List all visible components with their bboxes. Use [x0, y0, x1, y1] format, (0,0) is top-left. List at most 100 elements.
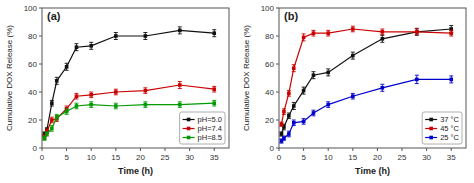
y-tick-label: 20: [28, 116, 37, 125]
error-bar: [351, 52, 355, 59]
legend-swatch-marker: [429, 118, 433, 122]
error-bar-cap: [302, 124, 306, 125]
error-bar-cap: [287, 118, 291, 119]
y-tick: [276, 92, 279, 93]
error-bar-cap: [50, 131, 54, 132]
error-bar: [279, 132, 283, 136]
error-bar-cap: [292, 125, 296, 126]
error-bar: [114, 33, 118, 40]
x-tick: [328, 148, 329, 151]
x-tick: [66, 148, 67, 151]
y-tick: [276, 8, 279, 9]
x-tick-label: 35: [447, 153, 456, 162]
point: [178, 103, 182, 107]
error-bar: [74, 103, 78, 109]
point: [43, 136, 47, 140]
error-bar: [178, 27, 182, 34]
error-bar: [415, 75, 419, 83]
y-tick-label: 60: [265, 60, 274, 69]
error-bar-cap: [74, 50, 78, 51]
error-bar: [143, 102, 147, 108]
point: [312, 73, 316, 77]
point: [50, 127, 54, 131]
error-bar: [212, 100, 216, 106]
error-bar-cap: [143, 107, 147, 108]
point: [381, 37, 385, 41]
point: [50, 101, 54, 105]
error-bar-cap: [380, 35, 384, 36]
error-bar: [50, 117, 54, 123]
error-bar-cap: [89, 49, 93, 50]
error-bar: [311, 30, 315, 36]
point: [75, 104, 79, 108]
x-tick-label: 20: [136, 153, 145, 162]
point: [312, 111, 316, 115]
error-bar-cap: [302, 33, 306, 34]
error-bar-cap: [212, 36, 216, 37]
error-bar-cap: [212, 106, 216, 107]
error-bar-cap: [143, 101, 147, 102]
error-bar: [89, 102, 93, 108]
y-tick-label: 0: [270, 144, 275, 153]
x-tick: [140, 148, 141, 151]
point: [292, 121, 296, 125]
point: [178, 29, 182, 33]
point: [351, 94, 355, 98]
error-bar-cap: [326, 101, 330, 102]
point: [114, 34, 118, 38]
plot-frame: [279, 8, 466, 148]
legend-item: pH=7.4: [183, 124, 222, 133]
error-bar-cap: [143, 93, 147, 94]
error-bar-cap: [326, 36, 330, 37]
x-tick-label: 10: [87, 153, 96, 162]
error-bar-cap: [212, 100, 216, 101]
error-bar: [449, 30, 453, 36]
error-bar-cap: [282, 129, 286, 130]
error-bar-cap: [415, 75, 419, 76]
plot-frame: [42, 8, 229, 148]
x-tick-label: 25: [161, 153, 170, 162]
x-tick-label: 15: [348, 153, 357, 162]
error-bar: [311, 72, 315, 79]
point: [280, 122, 284, 126]
y-tick: [39, 36, 42, 37]
point: [302, 36, 306, 40]
error-bar-cap: [302, 118, 306, 119]
error-bar-cap: [380, 91, 384, 92]
error-bar: [178, 82, 182, 89]
point: [287, 132, 291, 136]
error-bar-cap: [178, 81, 182, 82]
error-bar-cap: [74, 108, 78, 109]
error-bar-cap: [380, 42, 384, 43]
point: [415, 30, 419, 34]
legend-swatch-marker: [187, 127, 191, 131]
legend-item: pH=5.0: [183, 115, 222, 124]
error-bar: [287, 91, 291, 97]
error-bar-cap: [415, 83, 419, 84]
error-bar: [311, 110, 315, 116]
error-bar-cap: [55, 77, 59, 78]
error-bar: [351, 26, 355, 32]
error-bar-cap: [114, 108, 118, 109]
error-bar-cap: [178, 107, 182, 108]
error-bar-cap: [351, 26, 355, 27]
error-bar-cap: [287, 131, 291, 132]
error-bar-cap: [292, 102, 296, 103]
error-bar: [415, 29, 419, 35]
error-bar: [55, 114, 59, 120]
point: [89, 93, 93, 97]
y-axis-label: Cumulative DOX Release (%): [242, 25, 251, 131]
error-bar-cap: [114, 89, 118, 90]
error-bar-cap: [449, 36, 453, 37]
y-tick-label: 60: [28, 60, 37, 69]
error-bar-cap: [292, 64, 296, 65]
point: [415, 78, 419, 82]
error-bar-cap: [65, 108, 69, 109]
error-bar-cap: [89, 107, 93, 108]
error-bar-cap: [449, 25, 453, 26]
x-tick-label: 5: [301, 153, 306, 162]
error-bar: [55, 77, 59, 84]
legend-swatch-marker: [429, 136, 433, 140]
x-tick: [402, 148, 403, 151]
error-bar-cap: [287, 113, 291, 114]
